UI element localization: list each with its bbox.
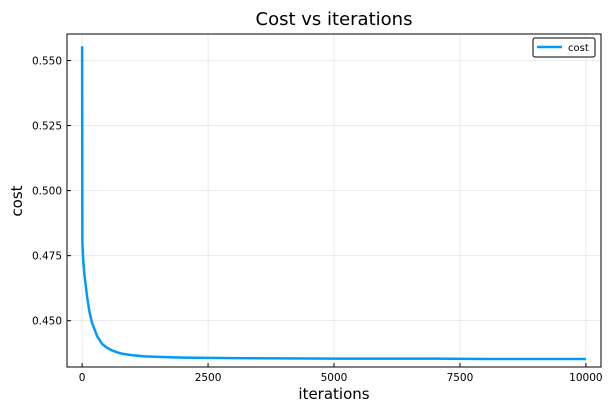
x-tick-label: 0: [79, 372, 86, 384]
x-tick-label: 10000: [569, 372, 602, 384]
y-axis-label: cost: [8, 185, 26, 216]
legend-label: cost: [568, 43, 589, 54]
legend: cost: [532, 37, 596, 58]
legend-box: [532, 37, 596, 58]
y-tick-label: 0.500: [32, 186, 62, 198]
grid: [67, 34, 601, 367]
chart-title: Cost vs iterations: [256, 9, 413, 30]
y-tick-label: 0.475: [32, 251, 62, 263]
x-axis-label: iterations: [298, 385, 369, 403]
y-tick-label: 0.550: [32, 56, 62, 68]
x-tick-label: 5000: [321, 372, 348, 384]
y-tick-label: 0.525: [32, 121, 62, 133]
ticks: 0 2500 5000 7500 10000 0.450 0.475 0.500 0.525 0.…: [32, 56, 603, 384]
x-tick-label: 7500: [447, 372, 474, 384]
plot-area: [80, 46, 586, 361]
series-line-cost: [80, 46, 586, 361]
x-tick-label: 2500: [195, 372, 222, 384]
y-tick-label: 0.450: [32, 316, 62, 328]
